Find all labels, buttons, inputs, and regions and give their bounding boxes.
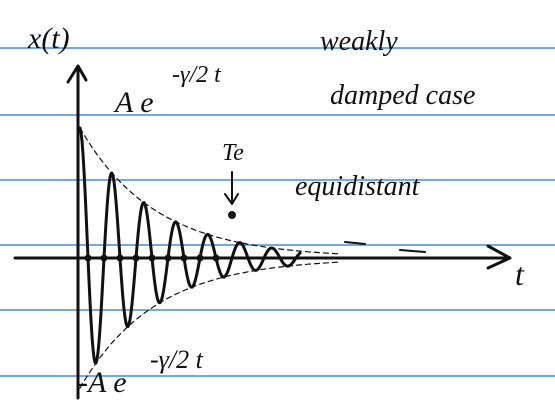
crossing-dot (85, 255, 92, 262)
heading-line2: damped case (330, 80, 475, 111)
tail-dashes (345, 242, 425, 252)
crossing-dot (133, 255, 140, 262)
crossing-dot (181, 255, 188, 262)
upper-envelope-exponent: -γ/2 t (172, 62, 222, 88)
period-label: Te (222, 140, 244, 166)
lower-envelope-base: -A e (78, 366, 127, 399)
crossing-dot (165, 255, 172, 262)
heading-line1: weakly (320, 26, 398, 57)
crossing-dot (117, 255, 124, 262)
upper-envelope-base: A e (113, 86, 154, 119)
lower-envelope-exponent: -γ/2 t (150, 345, 204, 374)
note-label: equidistant (295, 171, 421, 202)
crossing-dot (197, 255, 204, 262)
period-arrow (225, 172, 238, 204)
crossing-dot (149, 255, 156, 262)
zero-crossings (85, 255, 220, 262)
crossing-dot (101, 255, 108, 262)
y-axis-label: x(t) (27, 22, 70, 55)
x-axis-label: t (515, 256, 525, 292)
marked-point (228, 211, 236, 219)
axes (15, 66, 510, 398)
note-page: x(t) t weakly damped case A e -γ/2 t -A … (0, 0, 555, 407)
crossing-dot (213, 255, 220, 262)
